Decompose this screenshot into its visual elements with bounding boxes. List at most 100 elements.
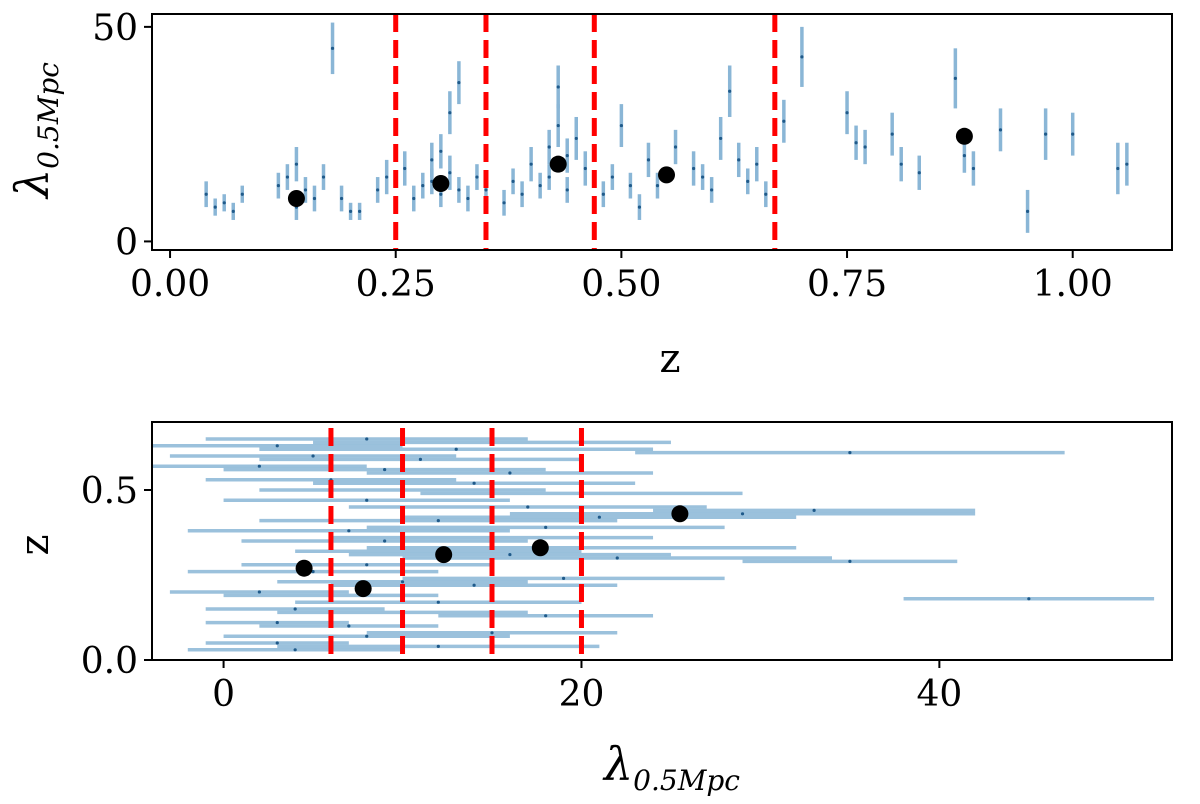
data-point [728,89,732,93]
data-point [365,437,369,441]
bottom-bin-means [295,505,689,598]
x-tick-label: 0.25 [356,264,436,305]
x-tick-label: 0.50 [581,264,661,305]
data-point [421,184,425,188]
data-point [691,166,696,171]
top-y-ticks: 0 50 [92,8,152,263]
bin-mean-marker [432,174,450,192]
data-point [547,145,551,149]
data-point [583,166,587,171]
data-point [365,634,369,638]
data-point [430,158,434,162]
data-point [597,515,601,519]
data-point [454,447,458,451]
data-point [755,162,759,166]
y-tick-label: 50 [92,8,138,49]
data-point [719,136,723,141]
data-point [538,184,542,188]
data-point [637,205,642,209]
data-point [655,184,660,188]
top-y-axis-symbol: λ [5,169,59,200]
data-point [472,583,476,587]
top-bin-means [287,127,973,208]
data-point [520,192,524,196]
bin-mean-marker [671,505,689,523]
data-point [231,209,235,213]
data-point [971,166,976,171]
data-point [348,209,353,213]
data-point [436,644,440,649]
data-point [365,563,369,567]
data-point [257,464,261,468]
data-point [511,179,515,183]
data-point [547,175,551,179]
data-point [628,184,633,188]
bottom-x-axis-label: λ0.5Mpc [602,737,740,797]
data-point [601,192,605,196]
bottom-y-ticks: 0.0 0.5 [81,471,152,682]
data-point [953,76,957,80]
data-point [412,196,416,201]
data-point [1125,162,1129,166]
data-point [439,149,443,153]
bin-mean-marker [658,166,676,184]
data-point [764,192,768,196]
data-point [890,132,894,136]
top-panel: 0.00 0.25 0.50 0.75 1.00 0 50 z λ0.5Mpc [5,8,1173,382]
data-point [312,196,317,201]
data-point [275,621,279,625]
data-point [615,556,619,560]
data-point [311,570,315,574]
data-point [472,481,476,485]
data-point [347,529,351,533]
data-point [204,192,208,196]
data-point [673,145,678,149]
bin-mean-marker [295,559,313,577]
bin-mean-marker [435,546,453,564]
data-point [303,188,308,192]
top-bin-edges [393,14,778,250]
top-errorbars [204,22,1129,233]
data-point [561,576,566,581]
data-point [998,128,1003,132]
x-tick-label: 1.00 [1033,264,1113,305]
data-point [863,145,867,149]
data-point [436,600,440,604]
data-point [508,553,512,557]
data-point [529,162,533,166]
data-point [293,648,297,652]
bottom-errorbars [152,437,1155,652]
y-tick-label: 0.0 [81,641,138,682]
bin-mean-marker [955,127,973,145]
data-point [358,209,362,213]
data-point [782,119,786,123]
data-point [544,525,548,530]
data-point [746,179,750,183]
data-point [1025,209,1030,213]
data-point [737,158,741,162]
data-point [448,111,452,115]
data-point [701,175,705,179]
data-point [383,539,387,543]
data-point [294,162,299,166]
data-point [330,46,335,50]
data-point [311,454,315,458]
y-tick-label: 0.5 [81,471,138,512]
data-point [385,175,389,179]
data-point [490,631,494,635]
data-point [619,123,623,128]
bottom-y-axis-label: z [12,534,58,555]
bottom-bin-edges [328,428,584,660]
data-point [556,123,560,128]
data-point [574,136,578,141]
bottom-x-axis-symbol: λ [602,737,633,791]
x-tick-label: 0 [212,674,235,715]
data-point [293,607,297,611]
data-point [848,559,852,564]
data-point [475,175,479,179]
data-point [466,196,470,201]
top-x-axis-label: z [659,336,680,382]
data-point [383,468,387,472]
data-point [508,471,512,475]
